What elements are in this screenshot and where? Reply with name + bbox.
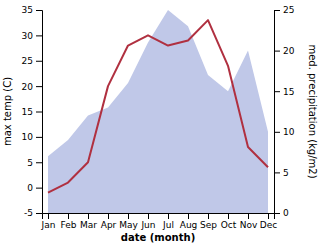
tick: Oct (221, 213, 237, 230)
line (48, 20, 268, 193)
tick-mark (228, 213, 229, 219)
tick-mark (268, 213, 269, 219)
y-axis-title: max temp (C) (2, 77, 13, 146)
tick: 20 (274, 46, 295, 56)
tick: Apr (101, 213, 117, 230)
tick-label: 0 (283, 208, 289, 218)
tick: Dec (260, 213, 277, 230)
x-axis: Jan FebMar AprMayJun Jul AugSep OctNovDec (41, 213, 278, 230)
tick-mark (274, 172, 280, 173)
tick-label: 15 (283, 87, 294, 97)
tick-mark (108, 213, 109, 219)
tick-mark (274, 132, 280, 133)
x-axis-title: date (month) (121, 232, 195, 243)
tick: 25 (274, 5, 294, 15)
y2-axis: 0 5 10 15 20 25 (274, 5, 295, 218)
tick: 20 (22, 82, 42, 92)
tick: 0 (27, 183, 42, 193)
area (48, 10, 268, 213)
tick-label: 25 (283, 5, 294, 15)
tick-label: 20 (22, 82, 34, 92)
tick-mark (274, 10, 280, 11)
tick-label: 5 (283, 168, 289, 178)
tick: 10 (22, 132, 42, 142)
tick-mark (36, 137, 42, 138)
tick: Jun (140, 213, 155, 230)
tick-label: 15 (22, 107, 33, 117)
tick-label: 0 (27, 183, 33, 193)
tick-label: 35 (22, 5, 33, 15)
tick-label: Jun (140, 220, 155, 230)
y-axis: -5 0 5 10 15 20 25 30 35 (22, 5, 43, 218)
tick-label: Aug (180, 220, 198, 230)
tick-mark (188, 213, 189, 219)
tick-mark (36, 61, 42, 62)
tick: Mar (80, 213, 97, 230)
tick-label: Oct (221, 220, 237, 230)
tick: 5 (27, 158, 42, 168)
tick-mark (148, 213, 149, 219)
tick: 0 (274, 208, 289, 218)
chart: Jan FebMar AprMayJun Jul AugSep OctNovDec -5 0 5… (0, 0, 318, 247)
tick-label: Feb (61, 220, 77, 230)
tick: Feb (61, 213, 77, 230)
axis-domain (36, 11, 43, 214)
tick-mark (274, 213, 280, 214)
tick-mark (48, 213, 49, 219)
tick-label: 30 (22, 31, 34, 41)
tick-mark (36, 86, 42, 87)
tick-mark (36, 10, 42, 11)
tick-label: 10 (283, 127, 295, 137)
tick: Nov (240, 213, 258, 230)
tick: 10 (274, 127, 295, 137)
tick-mark (274, 51, 280, 52)
tick-label: Nov (240, 220, 258, 230)
tick-mark (36, 35, 42, 36)
tick-label: 5 (27, 158, 33, 168)
tick: -5 (24, 208, 42, 218)
axis-domain (43, 214, 275, 220)
tick: 35 (22, 5, 42, 15)
tick-label: Apr (101, 220, 117, 230)
tick-label: -5 (24, 208, 33, 218)
tick-mark (248, 213, 249, 219)
tick-mark (128, 213, 129, 219)
tick: 25 (22, 56, 42, 66)
tick-mark (36, 213, 42, 214)
y2-axis-title: med. precipitation (kg/m2) (307, 44, 318, 178)
tick: Jul (162, 213, 174, 230)
tick: 5 (274, 168, 289, 178)
tick-mark (36, 162, 42, 163)
tick: 30 (22, 31, 42, 41)
tick-label: Jan (41, 220, 56, 230)
axis-domain (275, 11, 281, 214)
tick: Sep (200, 213, 217, 230)
tick-mark (36, 112, 42, 113)
tick-label: 25 (22, 56, 33, 66)
marks (48, 10, 268, 213)
tick-label: Jul (162, 220, 174, 230)
tick-mark (168, 213, 169, 219)
tick-label: 10 (22, 132, 34, 142)
tick-mark (274, 91, 280, 92)
tick: Aug (180, 213, 198, 230)
tick: 15 (274, 87, 294, 97)
tick-label: Mar (80, 220, 97, 230)
tick: Jan (41, 213, 56, 230)
tick-label: May (119, 220, 138, 230)
tick-mark (68, 213, 69, 219)
tick-label: 20 (283, 46, 295, 56)
tick: 15 (22, 107, 42, 117)
tick: May (119, 213, 138, 230)
tick-mark (208, 213, 209, 219)
tick-mark (88, 213, 89, 219)
plot: Jan FebMar AprMayJun Jul AugSep OctNovDec -5 0 5… (22, 5, 295, 230)
tick-mark (36, 188, 42, 189)
tick-label: Sep (200, 220, 217, 230)
tick-label: Dec (260, 220, 277, 230)
